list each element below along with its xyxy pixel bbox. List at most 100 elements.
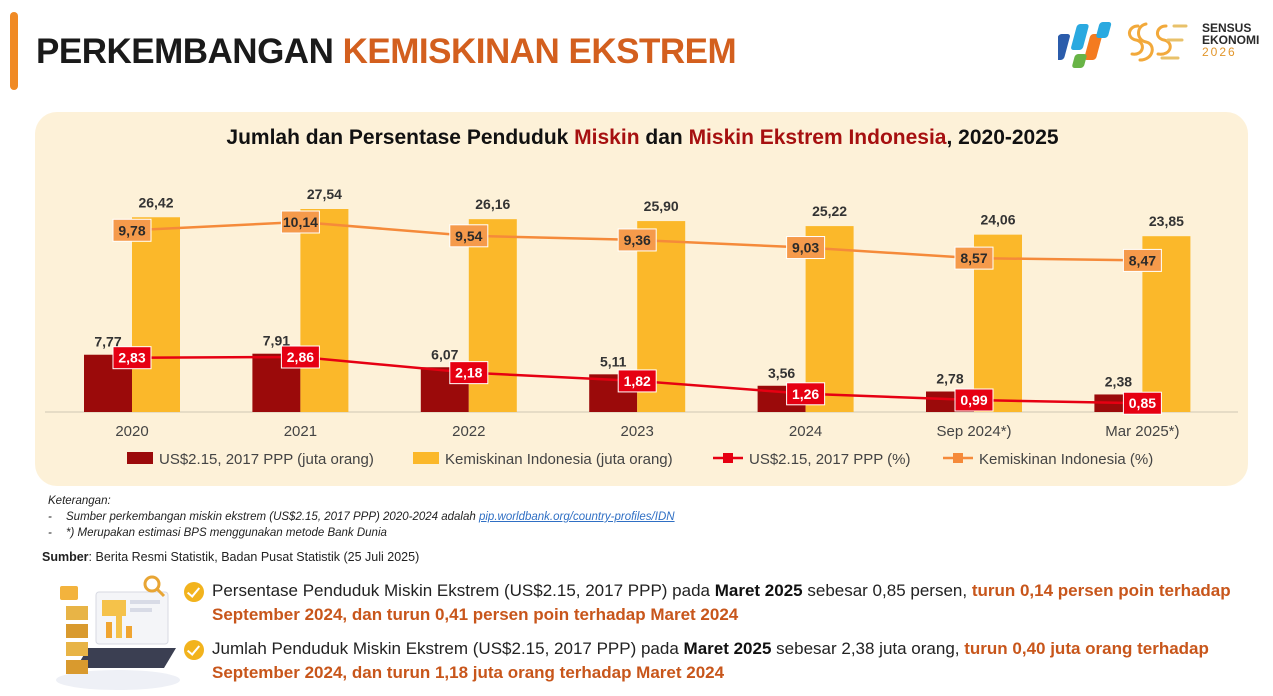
extreme-poverty-percent-point-label-box	[1122, 391, 1162, 415]
extreme-poverty-percent-point-label: 2,18	[455, 365, 482, 381]
poverty-bar-label: 24,06	[980, 212, 1015, 228]
extreme-poverty-percent-point-label: 0,99	[960, 392, 987, 408]
legend-extreme-line-swatch-marker	[723, 453, 733, 463]
logo-line1: SENSUS	[1202, 21, 1252, 35]
notes-heading: Keterangan:	[48, 495, 111, 507]
notes: Keterangan: - Sumber perkembangan miskin …	[48, 493, 675, 541]
poverty-percent-point-label-box	[1122, 248, 1162, 272]
poverty-bar-label: 23,85	[1149, 213, 1184, 229]
bullet-1-mid: sebesar 0,85 persen,	[807, 581, 968, 600]
chart-title-prefix: Jumlah dan Persentase Penduduk	[226, 126, 569, 149]
source-line: Sumber: Berita Resmi Statistik, Badan Pu…	[42, 550, 419, 564]
legend-extreme-bar-text: US$2.15, 2017 PPP (juta orang)	[159, 451, 374, 468]
extreme-poverty-percent-point-label: 1,82	[624, 373, 651, 389]
x-tick-label: 2024	[789, 423, 822, 440]
poverty-percent-point-label: 9,03	[792, 240, 819, 256]
extreme-poverty-bar-label: 7,77	[94, 334, 121, 350]
poverty-percent-point-label-box	[449, 224, 489, 248]
notes-dash: -	[48, 527, 52, 539]
legend-poverty-line-text: Kemiskinan Indonesia (%)	[979, 451, 1153, 468]
logo-line2: EKONOMI	[1202, 33, 1260, 47]
poverty-percent-point-label: 9,36	[624, 232, 651, 248]
poverty-percent-point-label-box	[786, 236, 826, 260]
data-analysis-illustration-icon	[56, 575, 180, 690]
extreme-poverty-bar-label: 3,56	[768, 365, 795, 381]
check-circle-icon	[184, 640, 204, 660]
extreme-poverty-percent-point-label-box	[617, 369, 657, 393]
extreme-poverty-bar-label: 2,78	[936, 371, 963, 387]
bullet-2-pre: Jumlah Penduduk Miskin Ekstrem (US$2.15,…	[212, 639, 679, 658]
extreme-poverty-bar-label: 7,91	[263, 333, 290, 349]
notes-dash: -	[48, 511, 52, 523]
bullet-2-mid: sebesar 2,38 juta orang,	[776, 639, 960, 658]
legend-extreme-line-text: US$2.15, 2017 PPP (%)	[749, 451, 910, 468]
sensus-logo-text: SENSUS EKONOMI 2026	[1202, 22, 1259, 58]
extreme-poverty-percent-point-label-box	[954, 388, 994, 412]
logo-year: 2026	[1202, 45, 1237, 59]
poverty-bar	[132, 217, 180, 412]
summary-bullet-2-text: Jumlah Penduduk Miskin Ekstrem (US$2.15,…	[212, 637, 1244, 685]
x-tick-label: 2021	[284, 423, 317, 440]
notes-item-2-text: *) Merupakan estimasi BPS menggunakan me…	[66, 527, 387, 539]
bps-sensus-logo	[1058, 22, 1188, 68]
chart-title: Jumlah dan Persentase Penduduk Miskin da…	[36, 126, 1249, 150]
chart-title-middle: dan	[645, 126, 683, 149]
chart-title-red2: Miskin Ekstrem Indonesia	[688, 126, 947, 149]
extreme-poverty-percent-point-label: 2,86	[287, 349, 314, 365]
poverty-bar-label: 25,90	[644, 198, 679, 214]
x-tick-label: Sep 2024*)	[936, 423, 1011, 440]
check-circle-icon	[184, 582, 204, 602]
bullet-2-highlight: turun 0,40 juta orang terhadap September…	[212, 639, 1209, 682]
page-title-part1: PERKEMBANGAN	[36, 32, 334, 71]
poverty-percent-point-label-box	[280, 210, 320, 234]
bullet-2-bold: Maret 2025	[683, 639, 772, 658]
poverty-percent-point-label-box	[112, 218, 152, 242]
source-text: : Berita Resmi Statistik, Badan Pusat St…	[88, 550, 420, 564]
poverty-percent-point-label: 9,54	[455, 228, 482, 244]
chart-title-suffix: , 2020-2025	[946, 126, 1059, 149]
notes-item-1: - Sumber perkembangan miskin ekstrem (US$…	[48, 509, 675, 525]
extreme-poverty-percent-point-label-box	[786, 382, 826, 406]
page-title-part2: KEMISKINAN EKSTREM	[342, 32, 737, 71]
extreme-poverty-percent-point-label: 2,83	[118, 350, 145, 366]
bullet-1-highlight: turun 0,14 persen poin terhadap Septembe…	[212, 581, 1231, 624]
bullet-1-bold: Maret 2025	[714, 581, 803, 600]
summary-bullet-2: Jumlah Penduduk Miskin Ekstrem (US$2.15,…	[184, 637, 1244, 685]
notes-item-2: - *) Merupakan estimasi BPS menggunakan m…	[48, 525, 675, 541]
x-tick-label: Mar 2025*)	[1105, 423, 1179, 440]
extreme-poverty-percent-point-label-box	[280, 345, 320, 369]
source-label: Sumber	[42, 550, 89, 564]
bullet-1-pre: Persentase Penduduk Miskin Ekstrem (US$2…	[212, 581, 710, 600]
worldbank-link[interactable]: pip.worldbank.org/country-profiles/IDN	[478, 511, 675, 523]
poverty-percent-point-label: 8,57	[960, 250, 987, 266]
chart-title-red1: Miskin	[574, 126, 640, 149]
x-tick-label: 2023	[621, 423, 654, 440]
poverty-percent-point-label-box	[617, 228, 657, 252]
poverty-percent-point-label: 9,78	[118, 222, 145, 238]
summary-bullet-1-text: Persentase Penduduk Miskin Ekstrem (US$2…	[212, 579, 1244, 627]
summary-bullet-1: Persentase Penduduk Miskin Ekstrem (US$2…	[184, 579, 1244, 627]
poverty-chart: 7,77 26,42 2020 7,91 27,54 2021 6,07 26,16 2022 5…	[45, 186, 1238, 468]
extreme-poverty-bar-label: 6,07	[431, 346, 458, 362]
extreme-poverty-bar-label: 2,38	[1105, 373, 1132, 389]
legend-poverty-line-swatch-marker	[953, 453, 963, 463]
poverty-bar-label: 26,42	[138, 194, 173, 210]
extreme-poverty-percent-point-label: 0,85	[1129, 395, 1156, 411]
extreme-poverty-percent-point-label-box	[112, 346, 152, 370]
poverty-bar	[300, 209, 349, 412]
extreme-poverty-percent-point-label-box	[449, 361, 489, 385]
x-tick-label: 2020	[115, 423, 148, 440]
poverty-percent-point-label-box	[954, 246, 994, 270]
poverty-bar-label: 27,54	[307, 186, 342, 202]
extreme-poverty-bar-label: 5,11	[600, 353, 627, 369]
title-accent-bar	[10, 12, 18, 90]
legend-extreme-bar-swatch	[127, 452, 153, 464]
poverty-percent-point-label: 10,14	[283, 214, 318, 230]
poverty-percent-point-label: 8,47	[1129, 252, 1156, 268]
legend-poverty-bar-swatch	[413, 452, 439, 464]
poverty-bar-label: 25,22	[812, 203, 847, 219]
extreme-poverty-percent-point-label: 1,26	[792, 386, 819, 402]
page-title: PERKEMBANGAN KEMISKINAN EKSTREM	[36, 32, 737, 72]
notes-item-1-text: Sumber perkembangan miskin ekstrem (US$2…	[66, 511, 476, 523]
